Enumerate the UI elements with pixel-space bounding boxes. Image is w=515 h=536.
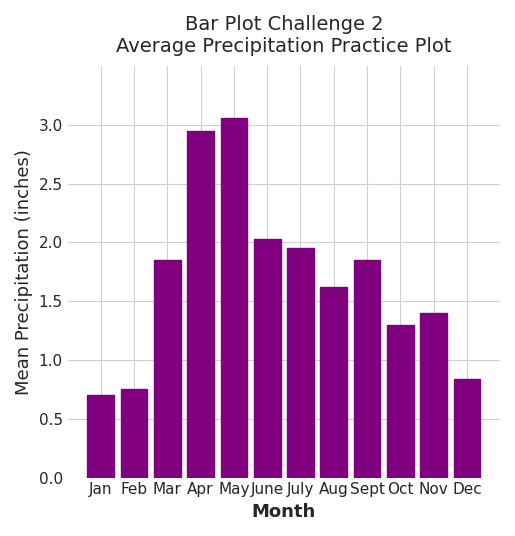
Bar [220, 117, 247, 478]
Bar [254, 239, 281, 478]
Title: Bar Plot Challenge 2
Average Precipitation Practice Plot: Bar Plot Challenge 2 Average Precipitati… [116, 15, 452, 56]
Bar [187, 131, 214, 478]
Bar [420, 313, 447, 478]
Bar [387, 325, 414, 478]
Bar [121, 389, 147, 478]
X-axis label: Month: Month [252, 503, 316, 521]
Bar [154, 260, 181, 478]
Bar [320, 287, 347, 478]
Bar [454, 379, 480, 478]
Bar [287, 248, 314, 478]
Bar [88, 395, 114, 478]
Y-axis label: Mean Precipitation (inches): Mean Precipitation (inches) [15, 149, 33, 394]
Bar [354, 260, 381, 478]
